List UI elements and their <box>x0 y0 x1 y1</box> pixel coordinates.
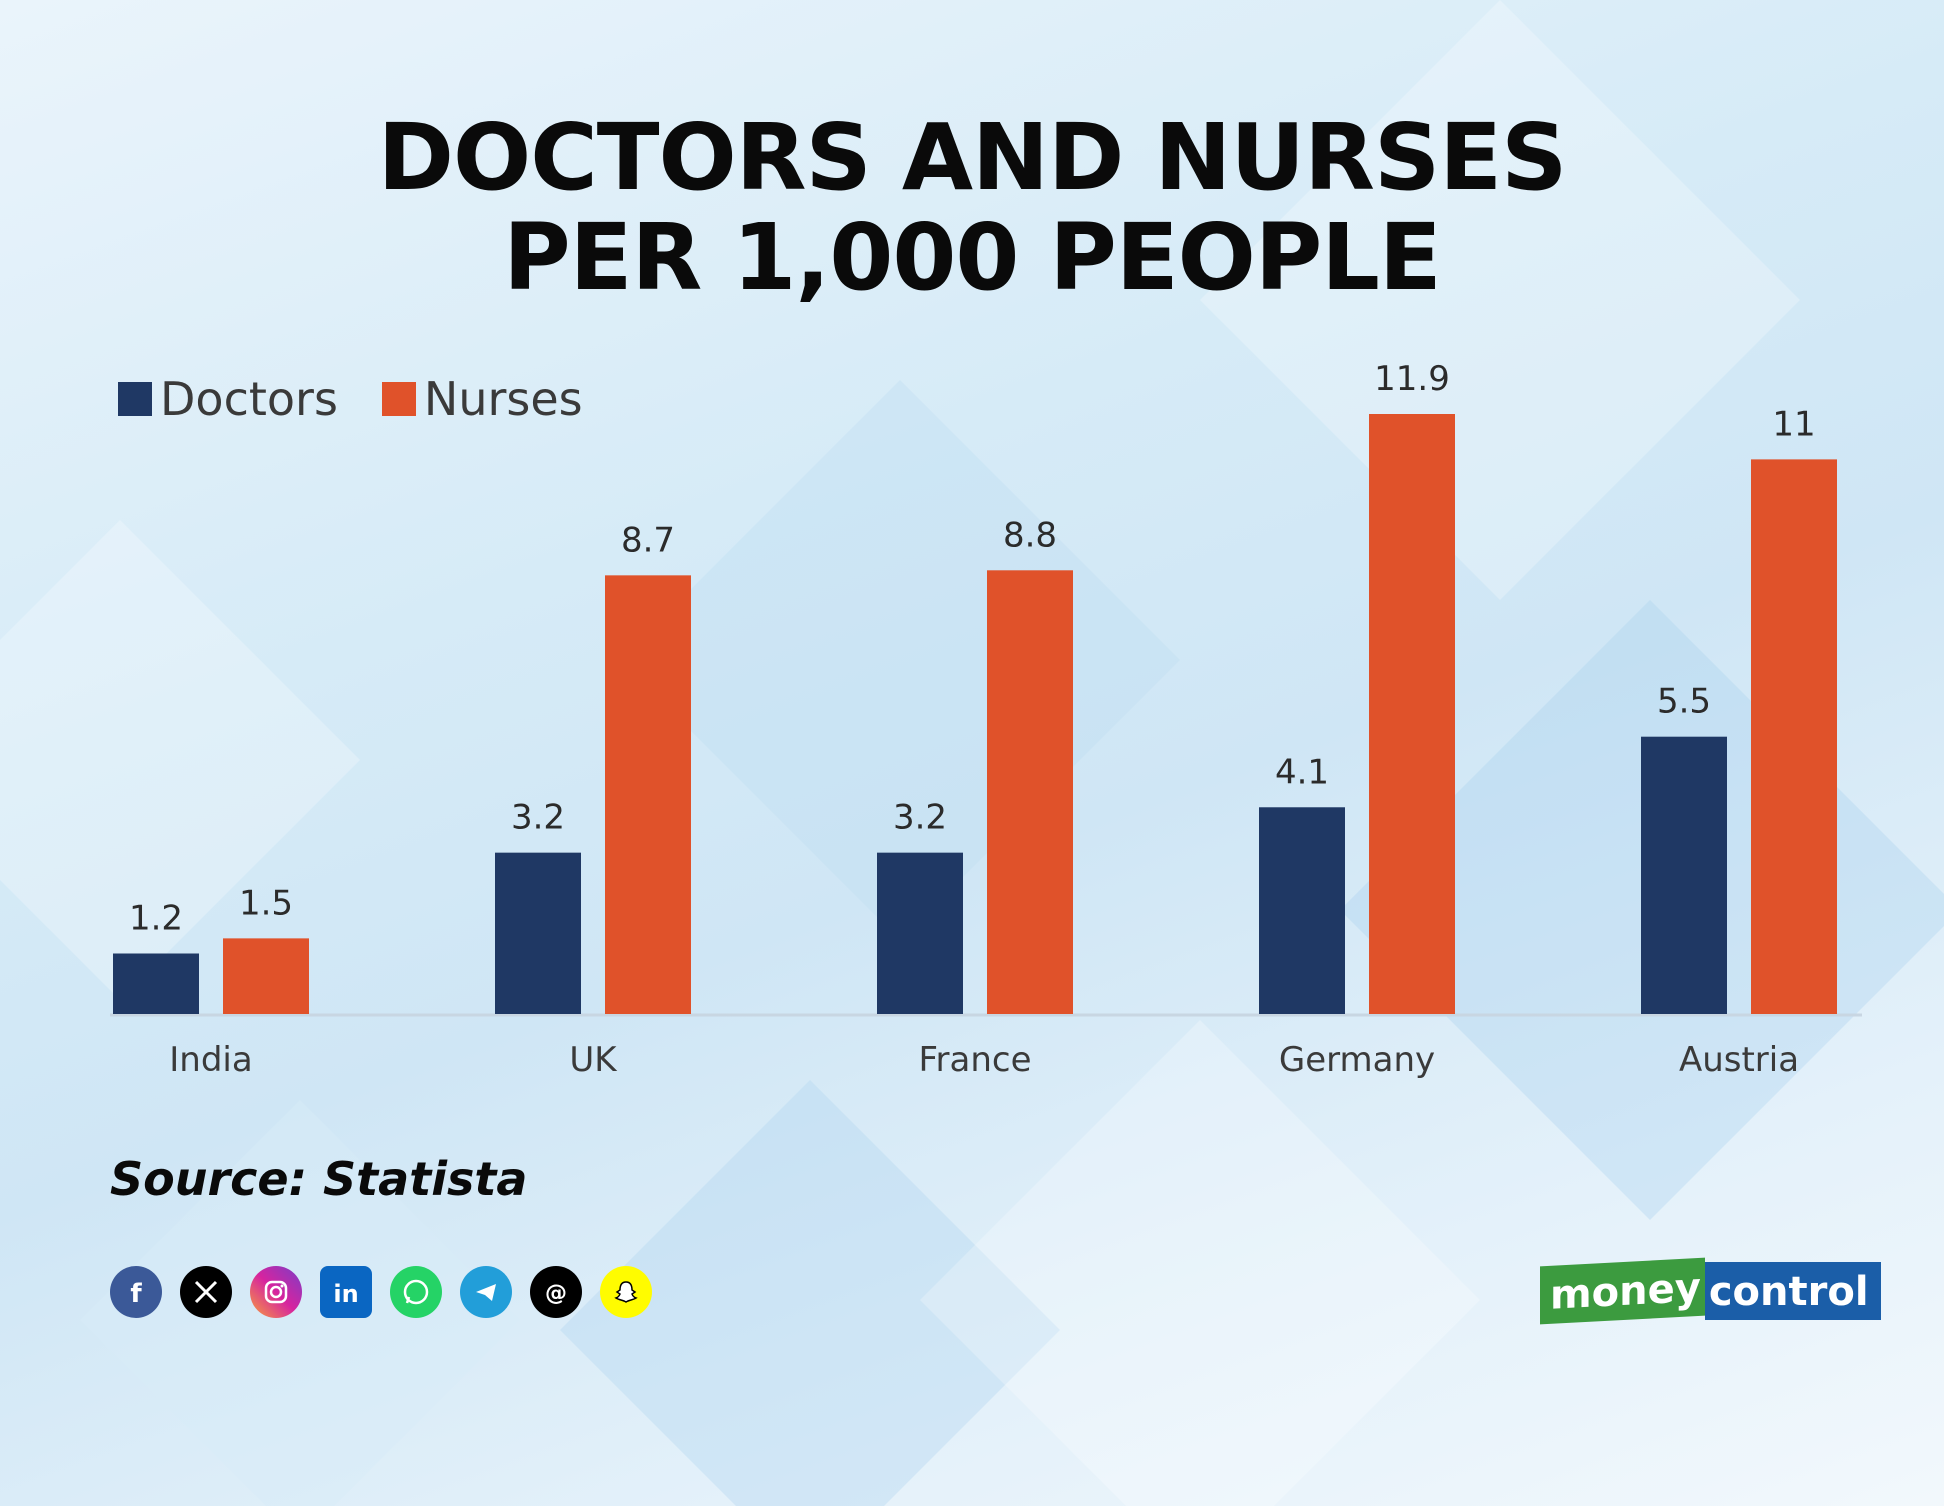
logo-part-control: control <box>1704 1262 1881 1320</box>
svg-text:in: in <box>333 1280 358 1308</box>
x-tick-label-uk: UK <box>569 1040 618 1080</box>
threads-icon[interactable]: @ <box>530 1266 582 1318</box>
data-label-doctors-austria: 5.5 <box>1657 682 1711 722</box>
x-icon[interactable] <box>180 1266 232 1318</box>
data-label-doctors-france: 3.2 <box>893 798 947 838</box>
bar-doctors-austria <box>1641 736 1727 1014</box>
data-label-nurses-india: 1.5 <box>239 883 293 923</box>
data-label-doctors-india: 1.2 <box>129 898 183 938</box>
x-tick-label-france: France <box>918 1040 1031 1080</box>
bar-nurses-austria <box>1751 459 1837 1014</box>
x-tick-label-germany: Germany <box>1279 1040 1435 1080</box>
source-note: Source: Statista <box>110 1152 528 1206</box>
logo-part-money: money <box>1540 1257 1705 1325</box>
data-label-nurses-austria: 11 <box>1772 404 1815 444</box>
legend-item-nurses: Nurses <box>381 372 583 426</box>
legend-item-doctors: Doctors <box>118 372 338 426</box>
legend-label-doctors: Doctors <box>160 372 338 426</box>
bar-nurses-india <box>223 938 309 1014</box>
svg-text:@: @ <box>545 1281 567 1306</box>
bar-doctors-india <box>113 953 199 1014</box>
chart-title-line2: PER 1,000 PEOPLE <box>503 204 1442 311</box>
moneycontrol-logo: money control <box>1540 1257 1881 1325</box>
data-label-nurses-uk: 8.7 <box>621 520 675 560</box>
legend: Doctors Nurses <box>118 372 627 426</box>
legend-label-nurses: Nurses <box>423 372 583 426</box>
bar-doctors-uk <box>495 852 581 1014</box>
svg-text:f: f <box>130 1279 142 1307</box>
bar-nurses-france <box>987 570 1073 1014</box>
bar-nurses-uk <box>605 575 691 1014</box>
instagram-icon[interactable] <box>250 1266 302 1318</box>
snapchat-icon[interactable] <box>600 1266 652 1318</box>
telegram-icon[interactable] <box>460 1266 512 1318</box>
x-tick-label-austria: Austria <box>1679 1040 1799 1080</box>
whatsapp-icon[interactable] <box>390 1266 442 1318</box>
legend-swatch-doctors <box>118 382 152 416</box>
bar-nurses-germany <box>1369 414 1455 1014</box>
data-label-nurses-germany: 11.9 <box>1374 359 1450 399</box>
facebook-icon[interactable]: f <box>110 1266 162 1318</box>
bar-doctors-france <box>877 852 963 1014</box>
chart-title-line1: DOCTORS AND NURSES <box>377 104 1568 211</box>
legend-swatch-nurses <box>381 382 416 416</box>
x-tick-label-india: India <box>169 1040 252 1080</box>
data-label-doctors-uk: 3.2 <box>511 798 565 838</box>
bar-chart: 1.2 1.5 India 3.2 8.7 UK 3.2 8.8 France 4.1 11.9 Ge… <box>110 359 1862 1080</box>
social-icons: f in @ <box>110 1266 652 1318</box>
data-label-doctors-germany: 4.1 <box>1275 752 1329 792</box>
data-label-nurses-france: 8.8 <box>1003 515 1057 555</box>
linkedin-icon[interactable]: in <box>320 1266 372 1318</box>
bar-doctors-germany <box>1259 807 1345 1014</box>
